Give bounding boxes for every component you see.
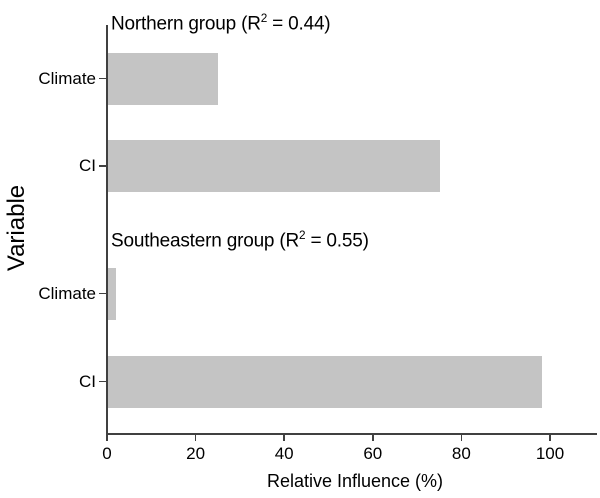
y-axis-tick xyxy=(99,292,107,295)
panel-title-text: Southeastern group (R xyxy=(111,230,300,252)
x-axis-line xyxy=(106,433,597,435)
x-axis-tick xyxy=(283,434,285,441)
x-axis-tick xyxy=(549,434,551,441)
panel-title: Southeastern group (R2 = 0.55) xyxy=(111,225,369,252)
bar xyxy=(107,140,440,192)
panel-title-text: = 0.44) xyxy=(267,13,331,35)
x-axis-title: Relative Influence (%) xyxy=(266,471,444,491)
x-axis-tick xyxy=(106,434,108,441)
y-axis-tick xyxy=(99,77,107,80)
x-axis-tick xyxy=(460,434,463,441)
panel-title-superscript: 2 xyxy=(299,229,306,242)
category-label: Climate xyxy=(38,283,96,303)
y-axis-tick xyxy=(99,380,107,383)
panel-title-text: = 0.55) xyxy=(305,230,369,252)
x-tick-label: 20 xyxy=(186,444,206,463)
x-axis-tick xyxy=(372,434,374,441)
category-label: CI xyxy=(79,156,96,175)
x-tick-label: 100 xyxy=(535,444,565,463)
panel-title: Northern group (R2 = 0.44) xyxy=(111,8,331,35)
x-tick-label: 40 xyxy=(274,444,294,463)
x-tick-label: 0 xyxy=(102,444,112,463)
x-tick-label: 60 xyxy=(363,444,383,463)
bar xyxy=(107,52,219,105)
y-axis-line xyxy=(106,25,108,434)
bar xyxy=(107,267,117,320)
x-axis-tick xyxy=(194,434,197,441)
panel-title-superscript: 2 xyxy=(260,12,268,25)
panel-title-text: Northern group (R xyxy=(111,13,261,35)
bar xyxy=(107,355,542,408)
category-label: CI xyxy=(79,371,96,391)
y-axis-tick xyxy=(99,165,107,167)
category-label: Climate xyxy=(38,68,96,88)
y-axis-title: Variable xyxy=(3,184,30,272)
x-tick-label: 80 xyxy=(451,444,471,463)
